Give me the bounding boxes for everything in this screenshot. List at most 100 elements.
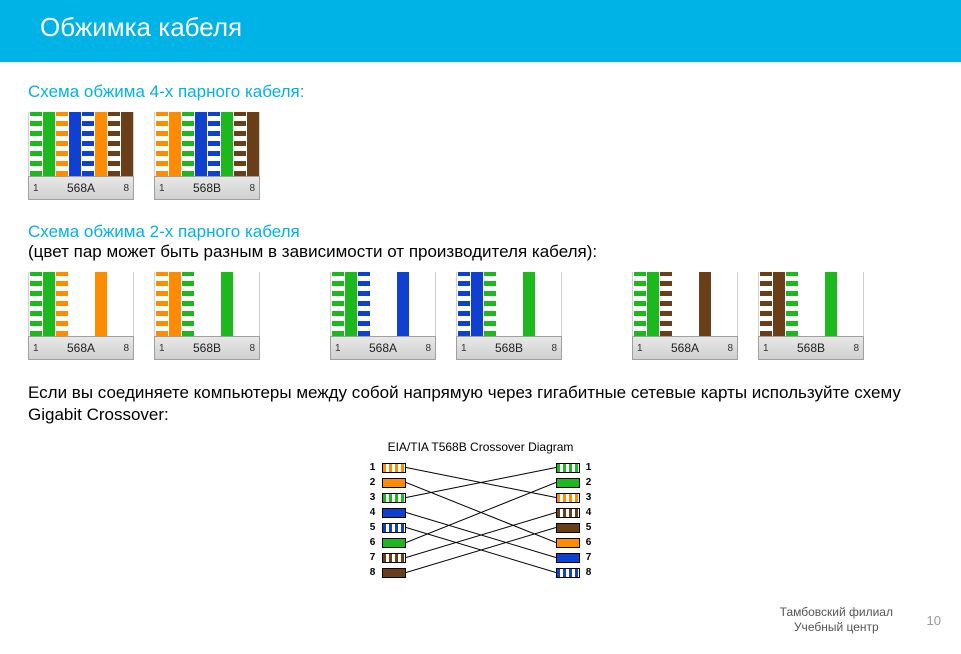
connector-label: 568A <box>331 341 435 355</box>
crossover-pin-row: 4 <box>368 505 406 520</box>
connector-base: 1568A8 <box>632 336 738 360</box>
wire <box>712 272 724 336</box>
wire <box>484 272 496 336</box>
crossover-pin-row: 7 <box>368 550 406 565</box>
wire <box>497 272 509 336</box>
page-title: Обжимка кабеля <box>40 12 921 43</box>
pin-number: 4 <box>584 507 594 518</box>
wire <box>549 272 561 336</box>
connector-group: 1568A8 1568B8 <box>632 272 864 360</box>
wire <box>182 112 194 176</box>
crossover-pin-row: 3 <box>556 490 594 505</box>
pin-number: 4 <box>368 507 378 518</box>
wire <box>121 272 133 336</box>
connector-568A: 1568A8 <box>28 272 134 360</box>
wire-swatch <box>556 523 580 533</box>
wire <box>247 112 259 176</box>
pin-number: 6 <box>368 537 378 548</box>
wire <box>247 272 259 336</box>
wire <box>56 272 68 336</box>
wire <box>82 272 94 336</box>
connector-label: 568B <box>155 341 259 355</box>
content: Схема обжима 4-х парного кабеля: 1568A81… <box>0 62 961 585</box>
wire <box>195 272 207 336</box>
wire <box>345 272 357 336</box>
crossover-pin-row: 5 <box>556 520 594 535</box>
wire-swatch <box>556 478 580 488</box>
wire-swatch <box>556 538 580 548</box>
connector-label: 568A <box>633 341 737 355</box>
connectors-4pair: 1568A81568B8 <box>28 112 933 200</box>
wire <box>760 272 772 336</box>
crossover-pin-row: 5 <box>368 520 406 535</box>
page-number: 10 <box>927 613 941 628</box>
connector-label: 568B <box>155 181 259 195</box>
crossover-diagram: EIA/TIA T568B Crossover Diagram 12345678… <box>321 440 641 585</box>
pin-number: 1 <box>584 462 594 473</box>
wire <box>169 272 181 336</box>
pin-number: 3 <box>368 492 378 503</box>
wire <box>95 112 107 176</box>
wire-swatch <box>382 463 406 473</box>
wire <box>234 272 246 336</box>
wire-swatch <box>556 463 580 473</box>
wire-swatch <box>556 493 580 503</box>
connector-base: 1568B8 <box>758 336 864 360</box>
crossover-pin-row: 6 <box>368 535 406 550</box>
wire-swatch <box>382 538 406 548</box>
connector-568A: 1568A8 <box>632 272 738 360</box>
pin-number: 5 <box>584 522 594 533</box>
footer-branch: Тамбовский филиал Учебный центр <box>780 605 893 634</box>
wire <box>851 272 863 336</box>
connector-568B: 1568B8 <box>758 272 864 360</box>
wire-swatch <box>382 478 406 488</box>
crossover-pin-row: 2 <box>556 475 594 490</box>
crossover-pin-row: 6 <box>556 535 594 550</box>
section-2pair-title: Схема обжима 2-х парного кабеля <box>28 222 933 242</box>
crossover-left-col: 12345678 <box>368 460 406 585</box>
connector-base: 1568A8 <box>28 176 134 200</box>
pin-number: 8 <box>584 567 594 578</box>
pin-number: 2 <box>584 477 594 488</box>
wire <box>43 112 55 176</box>
crossover-text: Если вы соединяете компьютеры между собо… <box>28 382 933 426</box>
connector-base: 1568B8 <box>154 336 260 360</box>
crossover-svg <box>406 460 556 580</box>
wire <box>536 272 548 336</box>
wire <box>221 272 233 336</box>
wire <box>660 272 672 336</box>
section-2pair-subtitle: (цвет пар может быть разным в зависимост… <box>28 242 933 262</box>
section-4pair-title: Схема обжима 4-х парного кабеля: <box>28 82 933 102</box>
connector-group: 1568A8 1568B8 <box>330 272 562 360</box>
wire <box>699 272 711 336</box>
connector-base: 1568A8 <box>28 336 134 360</box>
crossover-right-col: 12345678 <box>556 460 594 585</box>
pin-number: 7 <box>368 552 378 563</box>
connector-568A: 1568A8 <box>330 272 436 360</box>
wire-swatch <box>382 508 406 518</box>
wire <box>686 272 698 336</box>
wire <box>156 112 168 176</box>
wire <box>234 112 246 176</box>
wire <box>95 272 107 336</box>
wire <box>195 112 207 176</box>
crossover-pin-row: 4 <box>556 505 594 520</box>
wire <box>523 272 535 336</box>
crossover-pin-row: 8 <box>556 565 594 580</box>
connector-base: 1568B8 <box>456 336 562 360</box>
wire <box>397 272 409 336</box>
wire <box>371 272 383 336</box>
wire <box>121 112 133 176</box>
connector-label: 568A <box>29 181 133 195</box>
wire <box>30 112 42 176</box>
wire <box>182 272 194 336</box>
wire-swatch <box>382 553 406 563</box>
wire <box>332 272 344 336</box>
wire-swatch <box>382 493 406 503</box>
wire-swatch <box>556 568 580 578</box>
wire <box>773 272 785 336</box>
connector-group: 1568A8 1568B8 <box>28 272 260 360</box>
crossover-pin-row: 1 <box>368 460 406 475</box>
crossover-pin-row: 8 <box>368 565 406 580</box>
wire <box>108 272 120 336</box>
